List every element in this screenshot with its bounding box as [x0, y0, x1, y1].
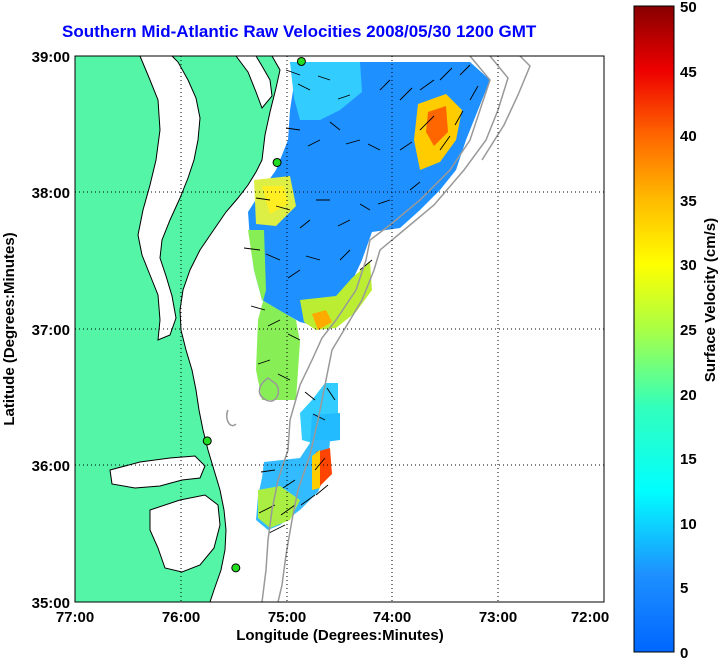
pamlico-sound: [149, 494, 221, 573]
grid-lines: [75, 56, 604, 602]
y-axis-ticks: 39:00 38:00 37:00 36:00 35:00: [32, 49, 70, 612]
y-tick-label: 35:00: [32, 595, 70, 612]
colorbar-tick-label: 20: [680, 387, 697, 404]
y-axis-label: Latitude (Degrees:Minutes): [1, 232, 18, 425]
station-markers: [202, 56, 306, 573]
colorbar-label: Surface Velocity (cm/s): [702, 218, 719, 382]
y-tick-label: 37:00: [32, 322, 70, 339]
colorbar-tick-label: 40: [680, 128, 697, 145]
y-tick-label: 39:00: [32, 49, 70, 66]
x-tick-label: 72:00: [571, 609, 609, 626]
colorbar-tick-label: 5: [680, 580, 688, 597]
x-axis-ticks: 77:00 76:00 75:00 74:00 73:00 72:00: [56, 609, 609, 626]
colorbar-tick-label: 45: [680, 64, 697, 81]
x-tick-label: 75:00: [268, 609, 306, 626]
colorbar-tick-label: 15: [680, 451, 697, 468]
station-marker: [231, 563, 241, 573]
x-axis-label: Longitude (Degrees:Minutes): [236, 627, 444, 644]
station-marker: [202, 436, 212, 446]
colorbar-tick-label: 25: [680, 322, 697, 339]
y-tick-label: 38:00: [32, 185, 70, 202]
x-tick-label: 76:00: [162, 609, 200, 626]
station-marker: [296, 56, 306, 66]
x-tick-label: 77:00: [56, 609, 94, 626]
colorbar-ticks: 50 45 40 35 30 25 20 15 10 5 0: [680, 0, 697, 659]
colorbar-tick-label: 50: [680, 0, 697, 16]
colorbar-tick-label: 35: [680, 193, 697, 210]
x-tick-label: 73:00: [479, 609, 517, 626]
x-tick-label: 74:00: [373, 609, 411, 626]
colorbar: [633, 5, 675, 653]
delaware-bay: [235, 56, 273, 109]
map-title: Southern Mid-Atlantic Raw Velocities 200…: [62, 22, 537, 41]
colorbar-tick-label: 10: [680, 516, 697, 533]
colorbar-tick-label: 0: [680, 645, 688, 659]
y-tick-label: 36:00: [32, 458, 70, 475]
colorbar-tick-label: 30: [680, 257, 697, 274]
station-marker: [272, 157, 282, 167]
bathymetry-contours: [225, 56, 531, 602]
plot-border: [74, 55, 605, 603]
velocity-field: [248, 62, 490, 530]
velocity-arrows: [243, 64, 479, 534]
chesapeake-bay: [137, 56, 201, 341]
